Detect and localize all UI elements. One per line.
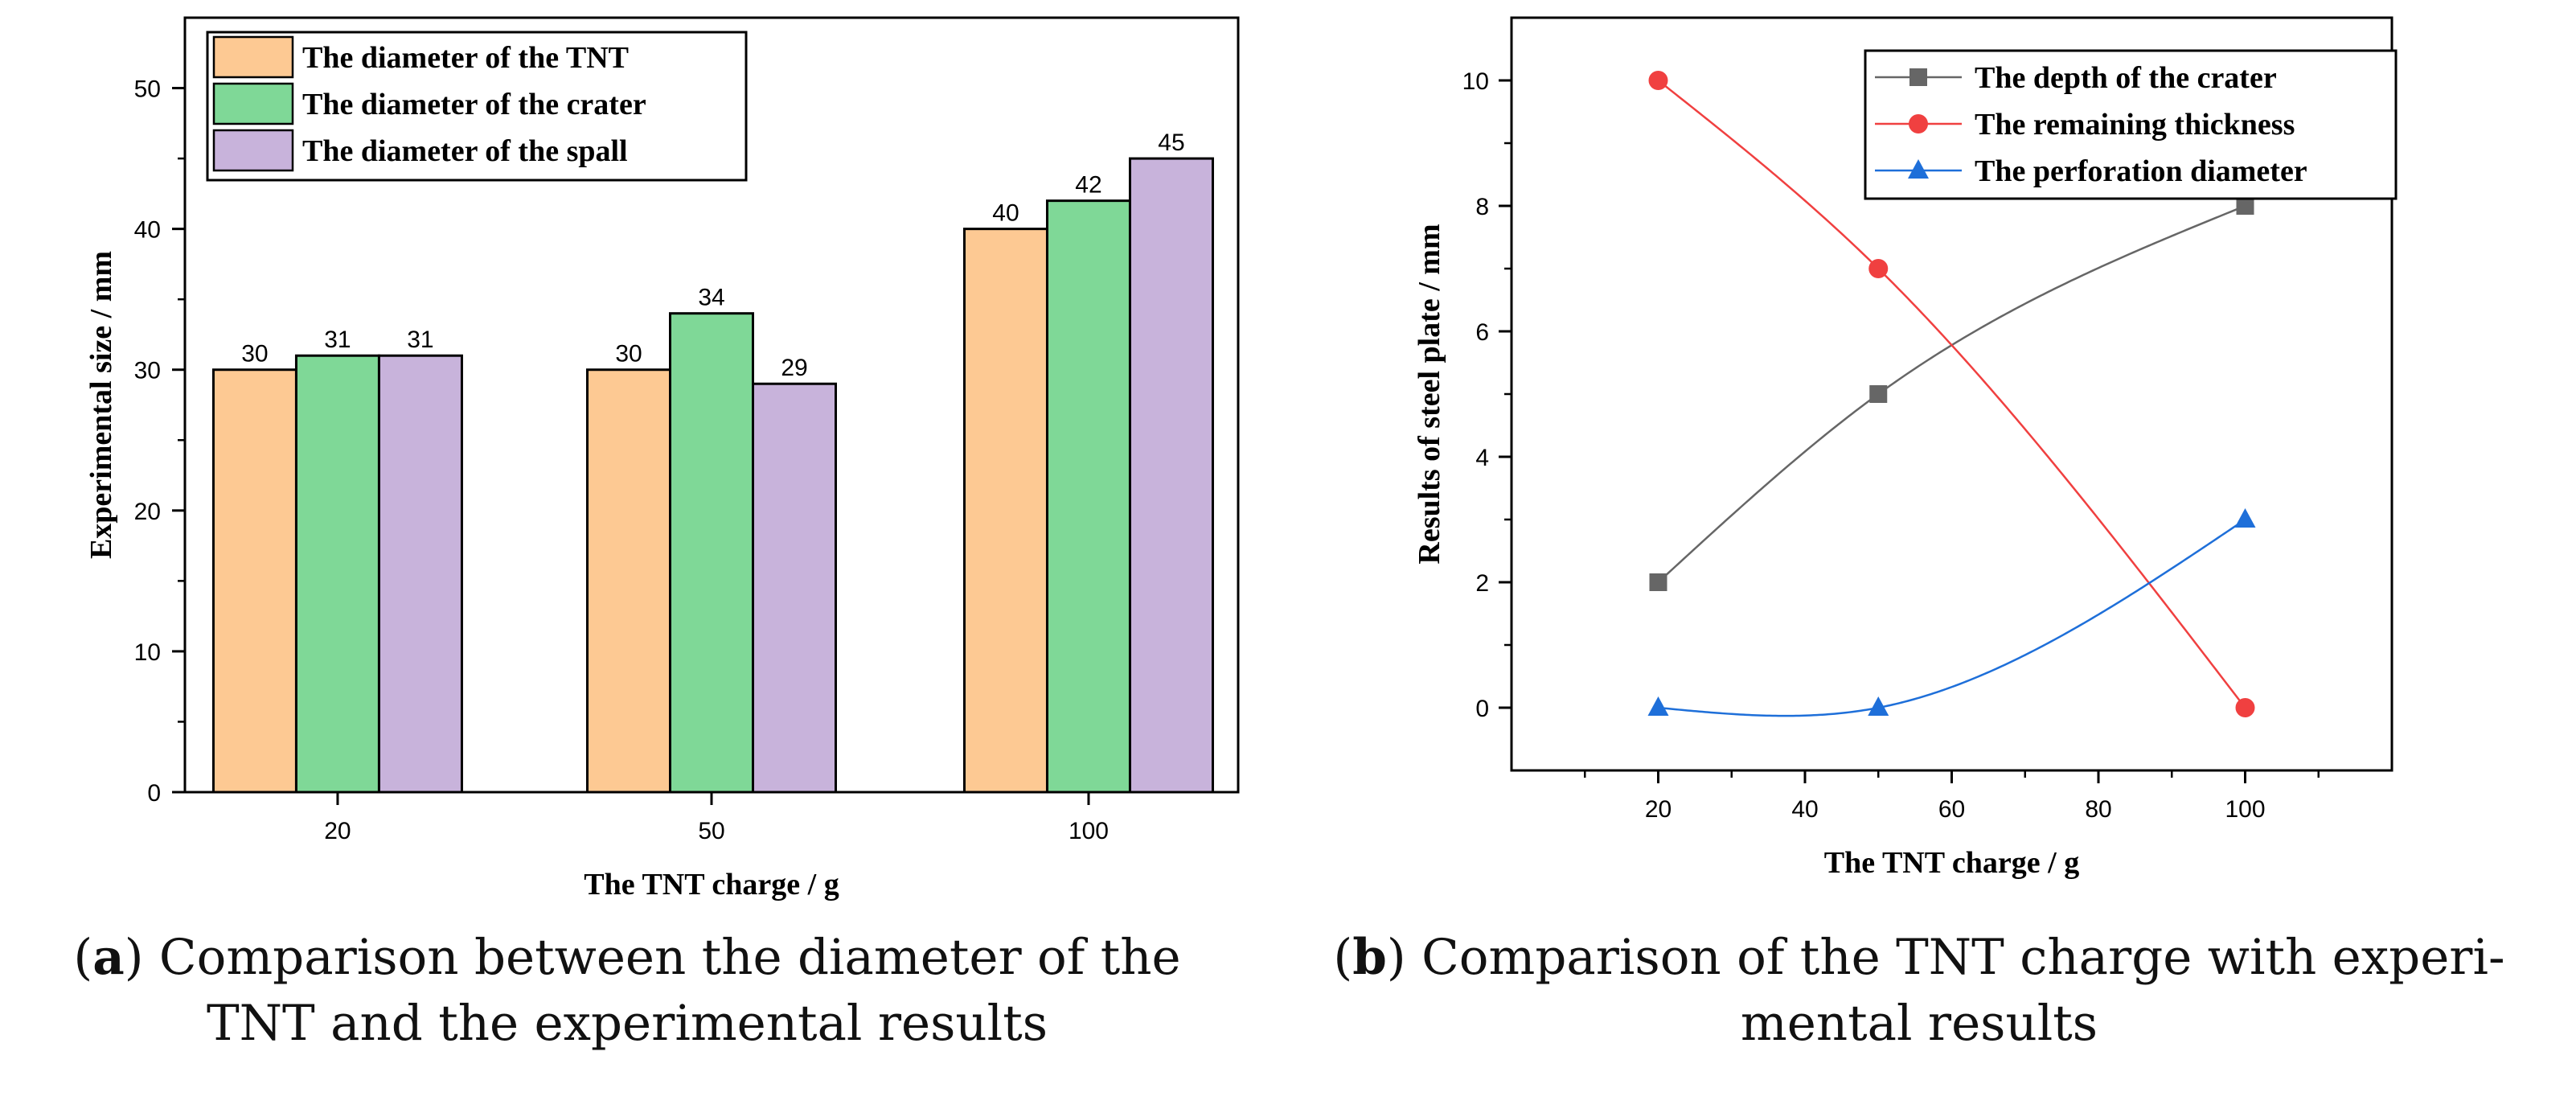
caption-b-line2: mental results — [1740, 995, 2098, 1052]
y-tick-label-b: 4 — [1475, 445, 1489, 471]
legend-marker-b — [1909, 68, 1927, 86]
caption-b: (b) Comparison of the TNT charge with ex… — [1262, 925, 2576, 1057]
y-tick-label-a: 0 — [147, 780, 161, 807]
y-tick-label-b: 6 — [1475, 319, 1489, 346]
bar — [1128, 157, 1214, 794]
x-axis-label-b: The TNT charge / g — [1824, 846, 2079, 880]
legend-marker-b — [1908, 159, 1929, 179]
x-tick-label-b: 60 — [1938, 796, 1965, 823]
chart-a-bar: 0 10 20 30 40 50 20 30 31 31 50 30 34 29 100 40 42 45 The … — [84, 16, 1240, 902]
series-line — [1658, 518, 2246, 717]
legend-swatch-a — [212, 82, 294, 125]
bar — [1045, 199, 1131, 794]
data-point — [1868, 696, 1889, 716]
y-axis-label-b: Results of steel plate / mm — [1413, 224, 1446, 564]
y-tick-label-a: 10 — [134, 639, 161, 666]
data-point — [1647, 696, 1669, 716]
data-point — [1648, 71, 1668, 90]
legend-marker-b — [1909, 114, 1928, 133]
caption-a: (a) Comparison between the diameter of t… — [0, 925, 1254, 1057]
data-point — [2235, 698, 2255, 717]
bar-value-label: 30 — [615, 341, 642, 368]
y-axis-label-a: Experimental size / mm — [84, 251, 118, 559]
y-tick-label-b: 10 — [1462, 68, 1489, 95]
x-tick-label-a: 20 — [324, 818, 351, 844]
caption-a-line1: (a) Comparison between the diameter of t… — [73, 929, 1181, 986]
legend-box-b — [1864, 49, 2398, 200]
bar-value-label: 34 — [698, 285, 724, 311]
series-line — [1657, 80, 2246, 709]
y-tick-label-b: 2 — [1475, 570, 1489, 597]
caption-b-line1: (b) Comparison of the TNT charge with ex… — [1333, 929, 2505, 986]
data-point — [2234, 508, 2256, 528]
y-tick-label-a: 30 — [134, 358, 161, 384]
caption-a-text1: Comparison between the diameter of the — [158, 929, 1181, 986]
legend-swatch-a — [212, 35, 294, 79]
data-point — [1869, 385, 1888, 403]
x-axis-label-a: The TNT charge / g — [584, 868, 839, 902]
legend-label-b: The remaining thickness — [1975, 108, 2295, 142]
bar-value-label: 42 — [1075, 172, 1101, 199]
bar — [377, 354, 463, 794]
x-tick-label-b: 40 — [1791, 796, 1818, 823]
data-point — [1868, 259, 1889, 278]
y-tick-label-b: 8 — [1475, 194, 1489, 220]
x-tick-label-b: 100 — [2225, 796, 2265, 823]
bar-value-label: 40 — [992, 200, 1019, 227]
bar-value-label: 29 — [781, 355, 807, 381]
x-tick-label-a: 50 — [698, 818, 724, 844]
bar — [669, 312, 754, 794]
x-tick-label-b: 80 — [2085, 796, 2111, 823]
bar-value-label: 45 — [1158, 129, 1184, 156]
x-tick-label-b: 20 — [1645, 796, 1672, 823]
legend-label-b: The perforation diameter — [1975, 154, 2307, 188]
legend-label-a: The diameter of the crater — [302, 88, 646, 121]
data-point — [1649, 573, 1667, 591]
bar-value-label: 30 — [241, 341, 268, 368]
legend-label-b: The depth of the crater — [1975, 61, 2277, 95]
legend-label-a: The diameter of the TNT — [302, 41, 629, 75]
y-tick-label-a: 20 — [134, 499, 161, 525]
bar-value-label: 31 — [407, 327, 433, 353]
data-point — [2236, 197, 2254, 215]
caption-b-tag: b — [1352, 929, 1387, 986]
bar — [211, 368, 297, 794]
caption-b-text1: Comparison of the TNT charge with experi… — [1421, 929, 2505, 986]
bar — [586, 368, 671, 794]
caption-a-tag: a — [92, 929, 125, 986]
series-line — [1657, 204, 2246, 583]
y-tick-label-b: 0 — [1475, 696, 1489, 722]
x-tick-label-a: 100 — [1069, 818, 1109, 844]
bar-value-label: 31 — [324, 327, 351, 353]
y-tick-label-a: 50 — [134, 76, 161, 103]
bar — [294, 354, 380, 794]
legend-swatch-a — [212, 129, 294, 172]
bar — [752, 382, 837, 794]
legend-label-a: The diameter of the spall — [302, 134, 628, 168]
caption-a-line2: TNT and the experimental results — [206, 995, 1048, 1052]
chart-b-line: 0 2 4 6 8 10 20 40 60 80 100 The TNT charge / g Resu… — [1413, 16, 2398, 880]
y-tick-label-a: 40 — [134, 217, 161, 244]
legend-box-a — [206, 31, 748, 182]
bar — [962, 228, 1048, 794]
